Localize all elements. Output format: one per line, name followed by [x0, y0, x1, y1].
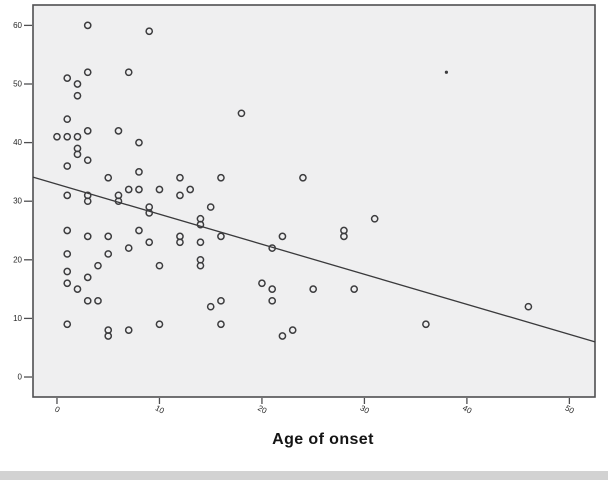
data-point: [278, 332, 287, 340]
x-tick-label: 50: [564, 403, 577, 415]
data-point: [268, 244, 277, 252]
y-tick-label: 30: [13, 197, 22, 206]
data-point: [370, 214, 379, 223]
data-point: [124, 185, 133, 194]
data-point: [63, 279, 72, 288]
data-point: [53, 132, 61, 141]
data-point: [145, 27, 154, 36]
data-point: [83, 232, 92, 241]
data-point: [135, 185, 143, 194]
data-point: [83, 68, 92, 77]
data-point: [73, 150, 82, 159]
data-point: [206, 203, 215, 211]
data-point: [124, 68, 133, 77]
data-point: [104, 332, 113, 340]
data-point: [63, 191, 72, 200]
data-point: [176, 173, 184, 182]
y-tick-label: 40: [13, 138, 22, 147]
data-point: [268, 285, 277, 293]
data-point: [196, 220, 205, 229]
data-point: [145, 238, 154, 247]
data-point: [258, 279, 266, 288]
fit-line: [32, 176, 596, 343]
data-point: [63, 162, 72, 170]
data-point: [94, 261, 102, 270]
data-point: [63, 74, 72, 82]
plot-area: [32, 4, 596, 398]
data-point: [63, 320, 72, 329]
x-tick-label: 40: [461, 403, 474, 415]
data-point: [196, 261, 205, 270]
x-tick-label: 10: [154, 403, 167, 415]
data-point: [63, 250, 72, 258]
y-tick-label: 50: [13, 79, 22, 88]
data-point: [309, 285, 318, 293]
data-point: [135, 138, 143, 147]
data-point: [176, 238, 184, 247]
data-point: [155, 320, 164, 329]
data-point: [155, 185, 164, 194]
data-point: [104, 232, 113, 241]
data-point: [217, 232, 225, 241]
data-point: [237, 109, 246, 118]
data-point: [83, 273, 92, 282]
outlier-dot-point: [444, 70, 449, 74]
data-point: [63, 115, 72, 124]
data-point: [217, 320, 225, 329]
data-point: [73, 132, 82, 141]
data-point: [73, 285, 82, 293]
x-tick-label: 20: [256, 403, 269, 415]
data-point: [135, 168, 143, 176]
data-point: [196, 238, 205, 247]
data-point: [114, 127, 123, 135]
x-axis-title: Age of onset: [272, 431, 374, 448]
data-point: [73, 80, 82, 88]
data-point: [217, 296, 225, 305]
data-point: [73, 91, 82, 100]
x-tick-label: 0: [53, 405, 62, 415]
data-point: [186, 185, 195, 194]
data-point: [83, 21, 92, 30]
bottom-gray-strip: [0, 471, 608, 480]
data-point: [83, 156, 92, 165]
data-point: [422, 320, 430, 329]
data-point: [217, 173, 225, 182]
data-point: [145, 209, 154, 217]
x-tick-label: 30: [359, 403, 372, 415]
data-point: [94, 296, 102, 305]
data-point: [524, 302, 533, 311]
data-point: [83, 127, 92, 135]
data-point: [104, 250, 113, 258]
data-point: [124, 326, 133, 334]
data-point: [114, 197, 123, 206]
data-point: [63, 132, 72, 141]
data-point: [124, 244, 133, 252]
data-point: [340, 232, 348, 241]
data-point: [206, 302, 215, 311]
data-point: [288, 326, 297, 334]
data-point: [63, 226, 72, 235]
y-tick-label: 10: [13, 314, 22, 323]
data-point: [83, 296, 92, 305]
data-point: [155, 261, 164, 270]
y-tick-label: 0: [18, 373, 23, 382]
data-point: [135, 226, 143, 235]
data-point: [350, 285, 359, 293]
data-point: [83, 197, 92, 206]
data-point: [63, 267, 72, 276]
data-point: [299, 173, 307, 182]
y-tick-label: 60: [13, 21, 22, 30]
data-point: [268, 296, 277, 305]
data-point: [278, 232, 287, 241]
data-point: [104, 173, 113, 182]
y-tick-label: 20: [13, 255, 22, 264]
data-point: [176, 191, 184, 200]
